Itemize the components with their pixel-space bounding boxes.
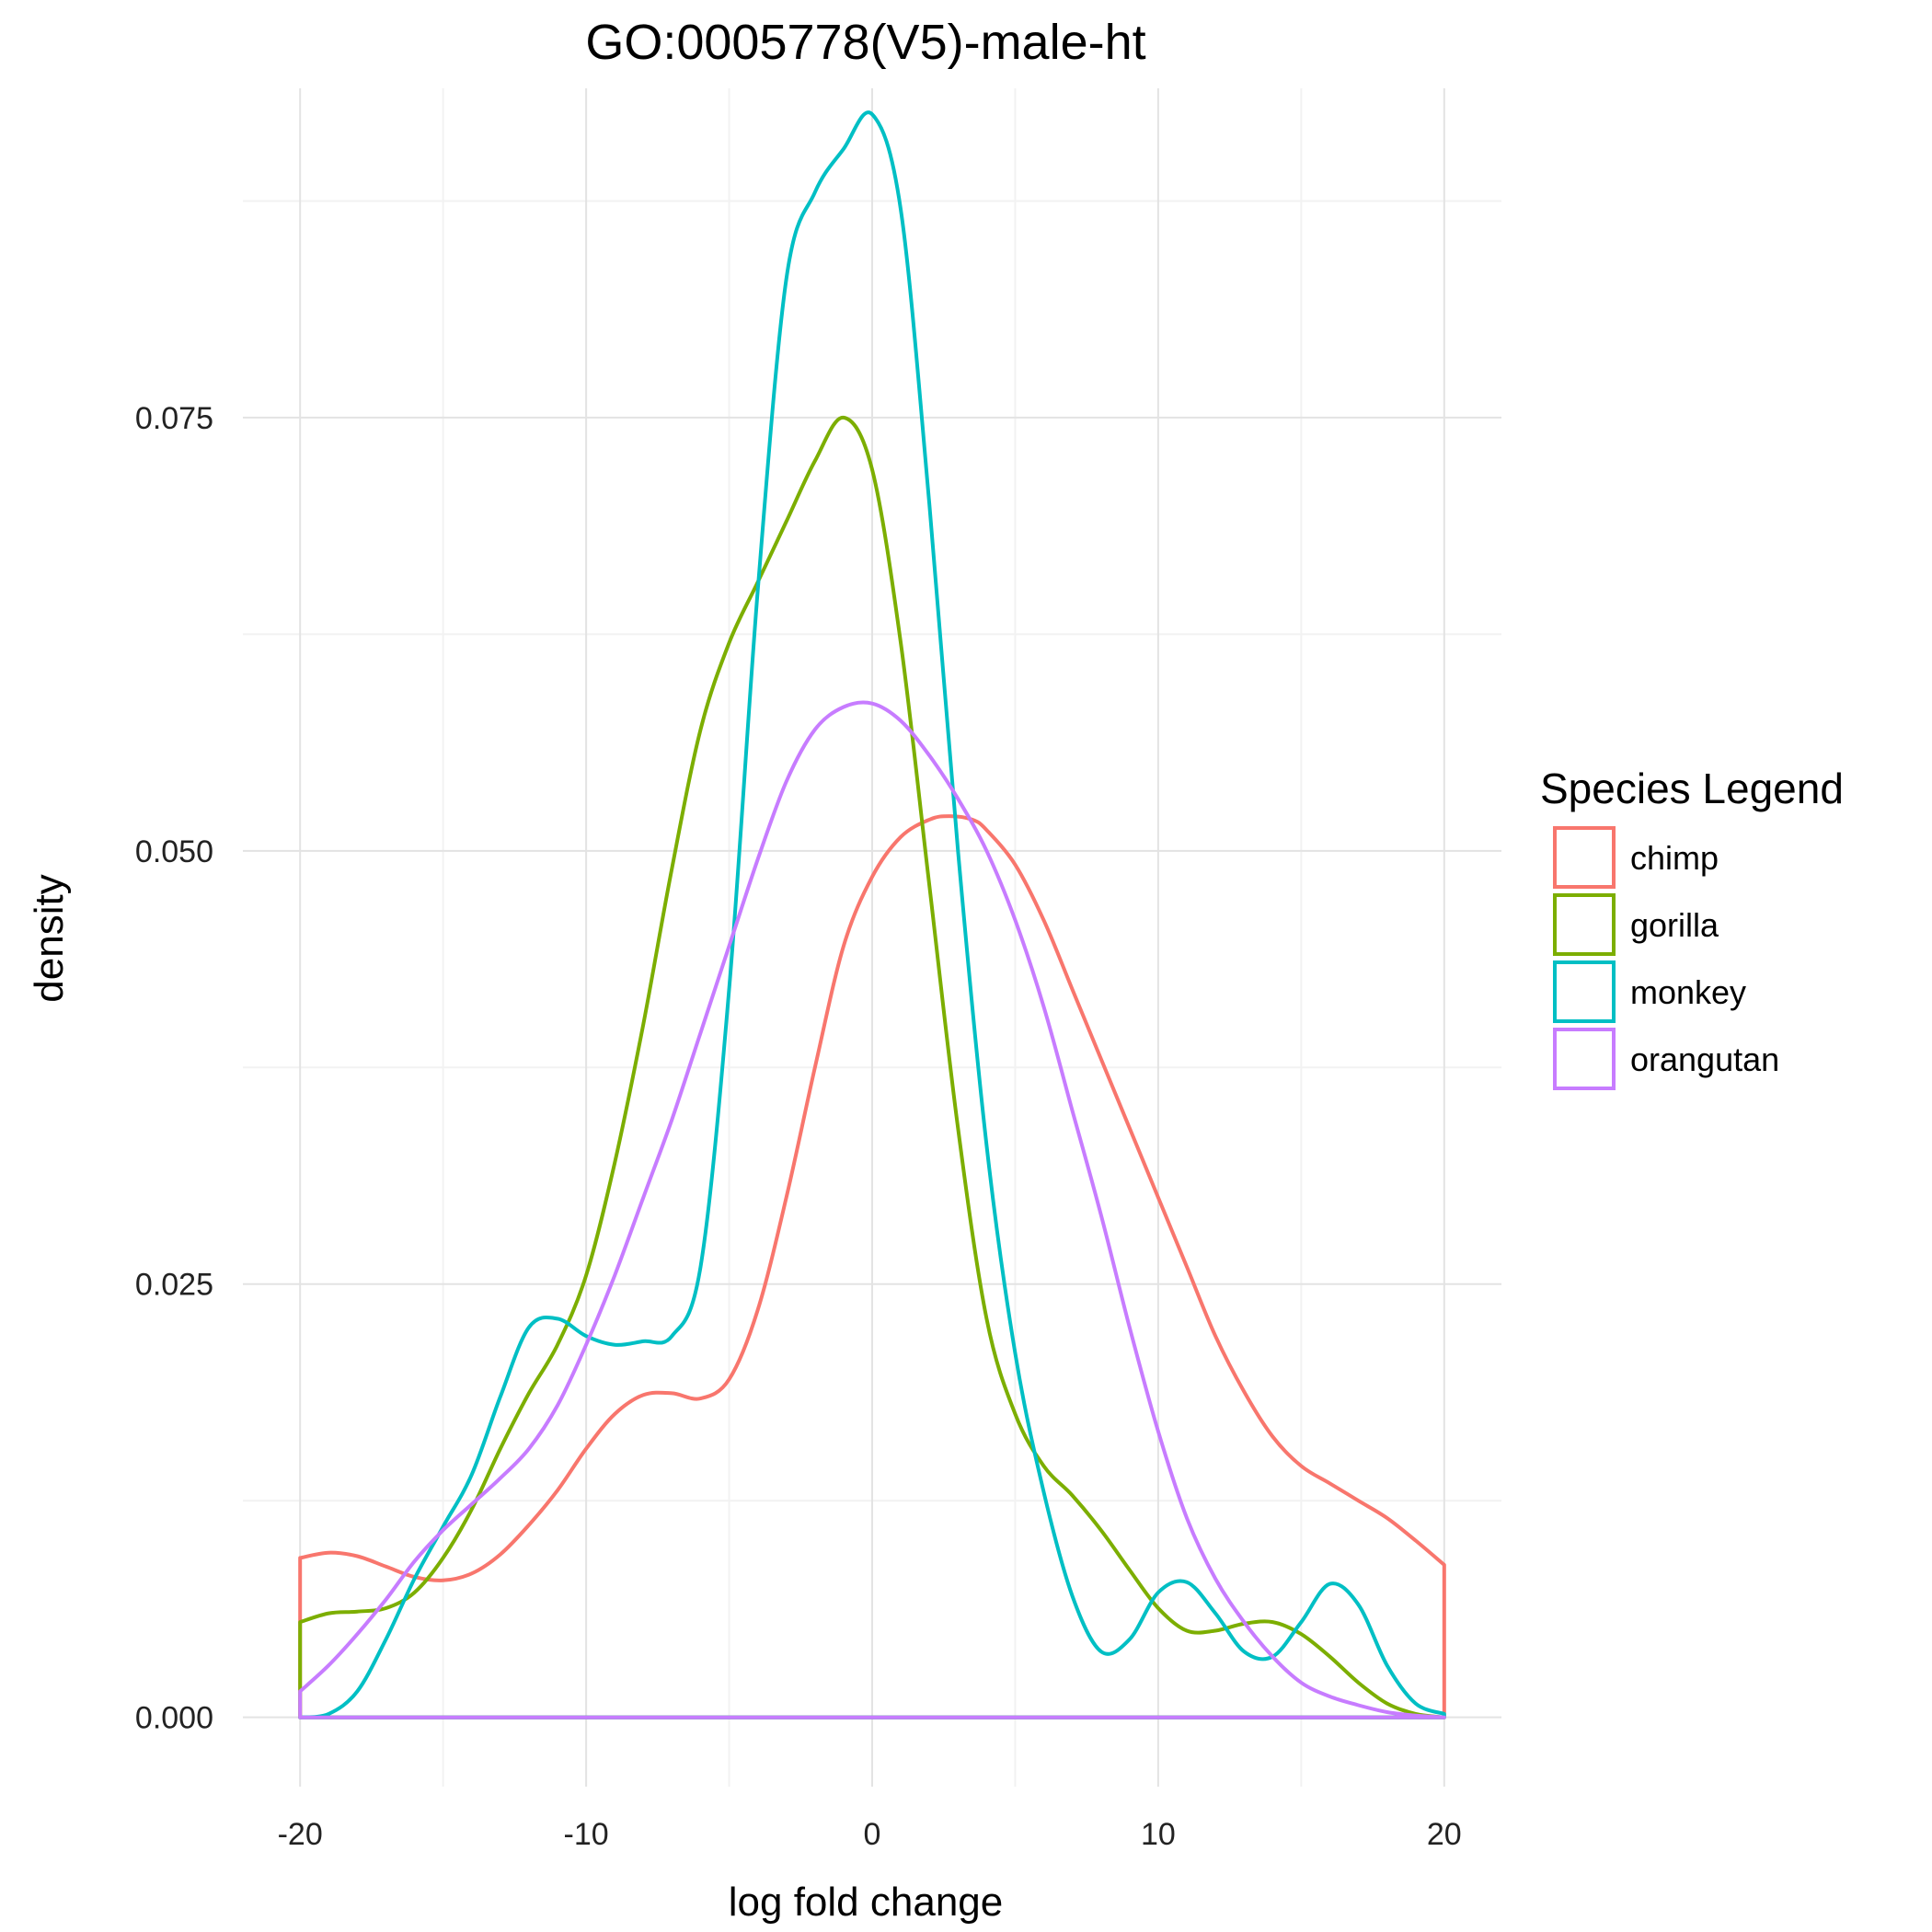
major-gridlines: [243, 88, 1501, 1787]
x-axis-tick-labels: -20 -10 0 10 20: [278, 1817, 1462, 1852]
y-axis-title: density: [27, 874, 72, 1002]
legend-title: Species Legend: [1540, 765, 1844, 812]
y-axis-tick-labels: 0.000 0.025 0.050 0.075: [135, 401, 213, 1736]
legend-label-chimp: chimp: [1630, 839, 1719, 877]
density-lines: [298, 110, 1446, 1719]
legend-items: chimp gorilla monkey orangutan: [1553, 826, 1779, 1090]
legend-label-orangutan: orangutan: [1630, 1041, 1779, 1078]
legend: Species Legend chimp gorilla monkey orangut…: [1540, 765, 1844, 1090]
y-tick-label: 0.000: [135, 1701, 213, 1736]
y-tick-label: 0.050: [135, 834, 213, 869]
x-axis-title: log fold change: [729, 1880, 1003, 1925]
y-tick-label: 0.025: [135, 1268, 213, 1303]
density-line-gorilla: [298, 415, 1446, 1719]
density-line-orangutan: [298, 700, 1446, 1719]
density-line-chimp: [298, 814, 1446, 1719]
density-line-monkey: [298, 110, 1446, 1719]
legend-key-monkey: [1553, 960, 1616, 1023]
x-tick-label: -10: [564, 1817, 609, 1852]
y-tick-label: 0.075: [135, 401, 213, 436]
legend-key-chimp: [1553, 826, 1616, 889]
x-tick-label: 20: [1427, 1817, 1462, 1852]
legend-key-orangutan: [1553, 1028, 1616, 1090]
legend-key-gorilla: [1553, 893, 1616, 956]
x-tick-label: 0: [864, 1817, 881, 1852]
chart-title: GO:0005778(V5)-male-ht: [585, 15, 1145, 70]
x-tick-label: 10: [1141, 1817, 1176, 1852]
x-tick-label: -20: [278, 1817, 323, 1852]
legend-label-monkey: monkey: [1630, 973, 1746, 1011]
legend-label-gorilla: gorilla: [1630, 906, 1719, 944]
